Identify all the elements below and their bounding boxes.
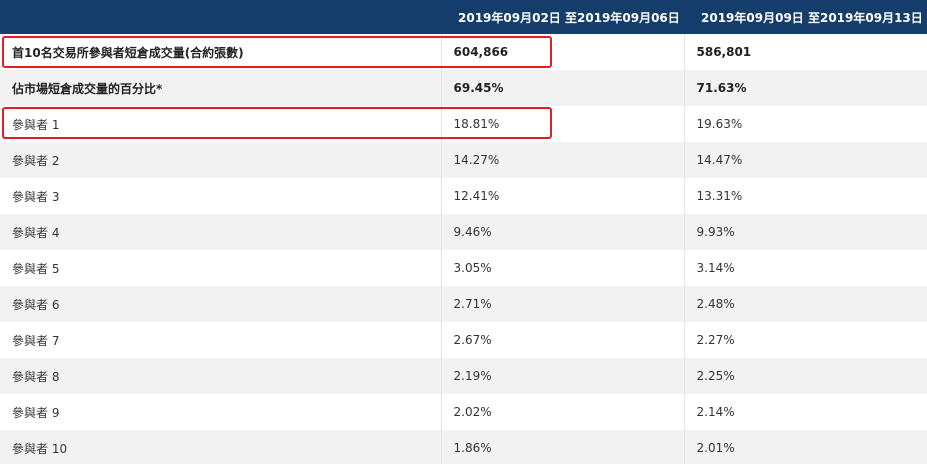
- row-value-period-2: 2.01%: [696, 441, 735, 455]
- row-label: 參與者 7: [0, 322, 442, 358]
- row-label: 首10名交易所參與者短倉成交量(合約張數): [0, 34, 442, 70]
- row-label: 參與者 8: [0, 358, 442, 394]
- row-value-period-2: 586,801: [696, 45, 752, 59]
- row-value-period-1: 604,866: [441, 34, 685, 70]
- row-label: 參與者 3: [0, 178, 442, 214]
- header-period-2: 2019年09月09日 至2019年09月13日: [701, 10, 923, 25]
- row-label: 參與者 6: [0, 286, 442, 322]
- table-row: 首10名交易所參與者短倉成交量(合約張數) 604,866 586,801: [0, 34, 927, 70]
- row-value-period-2: 3.14%: [696, 261, 735, 275]
- table-row: 參與者 7 2.67% 2.27%: [0, 322, 927, 358]
- row-value-period-1: 2.67%: [441, 322, 685, 358]
- row-value-period-2: 2.27%: [696, 333, 735, 347]
- row-label: 參與者 9: [0, 394, 442, 430]
- table-row: 參與者 3 12.41% 13.31%: [0, 178, 927, 214]
- row-value-period-1: 14.27%: [441, 142, 685, 178]
- row-value-period-2: 19.63%: [696, 117, 743, 131]
- row-label: 參與者 10: [0, 430, 442, 464]
- row-value-period-2: 14.47%: [696, 153, 743, 167]
- row-value-period-2: 2.25%: [696, 369, 735, 383]
- table-row: 參與者 5 3.05% 3.14%: [0, 250, 927, 286]
- row-value-period-2: 2.14%: [696, 405, 735, 419]
- row-value-period-1: 69.45%: [441, 70, 685, 106]
- table-row: 參與者 1 18.81% 19.63%: [0, 106, 927, 142]
- table-row: 參與者 8 2.19% 2.25%: [0, 358, 927, 394]
- table-row: 參與者 4 9.46% 9.93%: [0, 214, 927, 250]
- row-label: 參與者 2: [0, 142, 442, 178]
- table-row: 參與者 6 2.71% 2.48%: [0, 286, 927, 322]
- row-value-period-1: 2.19%: [441, 358, 685, 394]
- row-value-period-1: 18.81%: [441, 106, 685, 142]
- row-value-period-2: 9.93%: [696, 225, 735, 239]
- row-value-period-2: 71.63%: [696, 81, 747, 95]
- row-value-period-1: 12.41%: [441, 178, 685, 214]
- header-period-1: 2019年09月02日 至2019年09月06日: [458, 10, 680, 25]
- table-header-row: 2019年09月02日 至2019年09月06日 2019年09月09日 至20…: [0, 0, 927, 34]
- row-value-period-1: 1.86%: [441, 430, 685, 464]
- row-label: 參與者 5: [0, 250, 442, 286]
- row-value-period-1: 9.46%: [441, 214, 685, 250]
- row-value-period-2: 2.48%: [696, 297, 735, 311]
- table-row: 參與者 2 14.27% 14.47%: [0, 142, 927, 178]
- table-row: 參與者 10 1.86% 2.01%: [0, 430, 927, 464]
- row-label: 參與者 4: [0, 214, 442, 250]
- row-label: 參與者 1: [0, 106, 442, 142]
- table-row: 佔市場短倉成交量的百分比* 69.45% 71.63%: [0, 70, 927, 106]
- row-label: 佔市場短倉成交量的百分比*: [0, 70, 442, 106]
- header-label-col: [0, 0, 441, 34]
- table-row: 參與者 9 2.02% 2.14%: [0, 394, 927, 430]
- row-value-period-1: 2.71%: [441, 286, 685, 322]
- row-value-period-2: 13.31%: [696, 189, 743, 203]
- row-value-period-1: 2.02%: [441, 394, 685, 430]
- row-value-period-1: 3.05%: [441, 250, 685, 286]
